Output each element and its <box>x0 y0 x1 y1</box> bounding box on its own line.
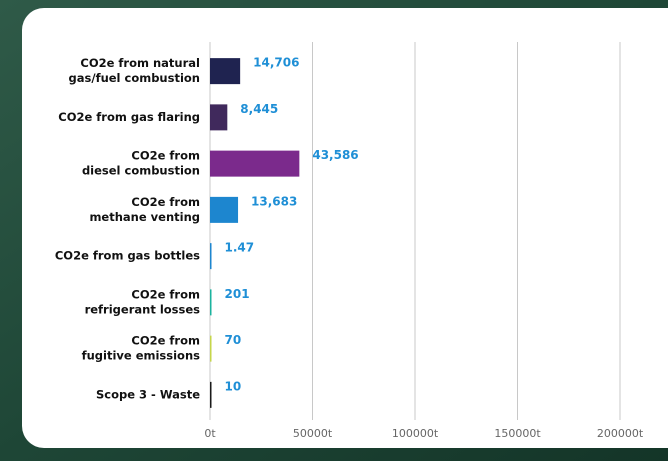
bar <box>210 104 228 131</box>
x-tick-label: 0t <box>204 427 216 440</box>
value-label: 10 <box>225 379 242 393</box>
value-label: 8,445 <box>240 102 278 116</box>
bar <box>210 335 212 362</box>
category-label: diesel combustion <box>82 164 200 178</box>
bar <box>210 243 212 270</box>
value-label: 70 <box>225 333 242 347</box>
x-tick-label: 150000t <box>494 427 541 440</box>
x-tick-label: 200000t <box>597 427 644 440</box>
bar <box>210 58 241 85</box>
category-label: CO2e from <box>131 287 200 301</box>
value-label: 13,683 <box>251 194 297 208</box>
bar <box>210 289 212 316</box>
value-label: 1.47 <box>225 241 255 255</box>
value-label: 43,586 <box>312 148 358 162</box>
value-label: 201 <box>225 287 250 301</box>
bar <box>210 381 212 408</box>
x-tick-label: 50000t <box>293 427 333 440</box>
x-tick-label: 100000t <box>392 427 439 440</box>
value-label: 14,706 <box>253 56 299 70</box>
category-label: CO2e from <box>131 334 200 348</box>
category-label: Scope 3 - Waste <box>96 387 200 401</box>
bar <box>210 150 300 177</box>
plot: 0t 50000t 100000t 150000t 200000t CO2e from n… <box>55 42 644 440</box>
category-label: CO2e from <box>131 195 200 209</box>
category-label: CO2e from <box>131 149 200 163</box>
category-label: refrigerant losses <box>85 302 201 316</box>
category-label: CO2e from gas flaring <box>58 110 200 124</box>
bar <box>210 196 239 223</box>
category-label: gas/fuel combustion <box>69 71 200 85</box>
category-label: CO2e from natural <box>80 56 200 70</box>
category-label: CO2e from gas bottles <box>55 249 200 263</box>
card <box>22 8 668 448</box>
category-label: fugitive emissions <box>82 349 201 363</box>
category-label: methane venting <box>89 210 200 224</box>
